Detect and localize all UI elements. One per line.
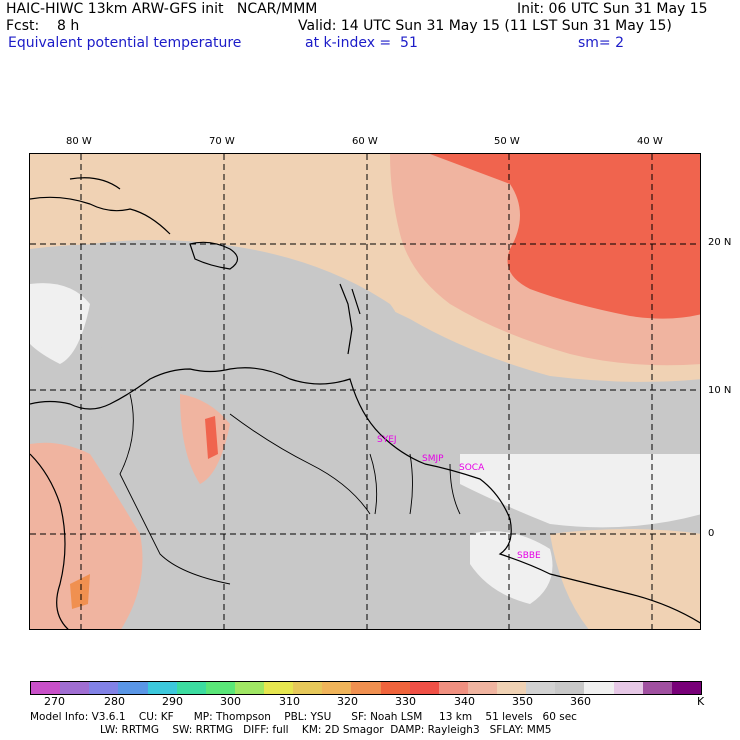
- colorbar-swatch: [351, 682, 381, 694]
- field-red-andes: [205, 416, 218, 459]
- colorbar-swatch: [438, 682, 468, 694]
- colorbar-swatch: [176, 682, 206, 694]
- colorbar-swatch: [555, 682, 585, 694]
- coastlines: [30, 177, 700, 629]
- lon-tick-80w: 80 W: [66, 136, 92, 147]
- coast-lesser-antilles: [339, 283, 361, 355]
- map-canvas: SYEJ SMJP SOCA SBBE: [30, 154, 700, 629]
- coast-pacific: [30, 453, 69, 629]
- lon-tick-70w: 70 W: [209, 136, 235, 147]
- colorbar-swatch: [293, 682, 323, 694]
- colorbar-label-270: 270: [44, 695, 65, 708]
- colorbar-swatch: [322, 682, 352, 694]
- colorbar-swatch: [264, 682, 294, 694]
- lat-tick-0: 0: [708, 528, 715, 539]
- colorbar-swatch: [89, 682, 119, 694]
- country-borders: [119, 393, 461, 585]
- colorbar-label-340: 340: [454, 695, 475, 708]
- field-light-amazon: [470, 531, 553, 604]
- colorbar-label-310: 310: [279, 695, 300, 708]
- valid-time: Valid: 14 UTC Sun 31 May 15 (11 LST Sun …: [298, 18, 672, 34]
- model-info-line2: LW: RRTMG SW: RRTMG DIFF: full KM: 2D Sm…: [100, 724, 552, 736]
- border-colombia: [119, 393, 231, 585]
- field-light-atlantic: [460, 454, 700, 528]
- colorbar-swatch: [409, 682, 439, 694]
- model-info-line1: Model Info: V3.6.1 CU: KF MP: Thompson P…: [30, 711, 577, 723]
- coast-south-america-north: [30, 367, 700, 624]
- colorbar-swatch: [526, 682, 556, 694]
- colorbar-swatch: [380, 682, 410, 694]
- lat-tick-10n: 10 N: [708, 385, 732, 396]
- field-light-west: [30, 283, 90, 364]
- colorbar-label-350: 350: [512, 695, 533, 708]
- station-syej: SYEJ: [377, 435, 397, 445]
- colorbar-swatch: [497, 682, 527, 694]
- colorbar-label-360: 360: [570, 695, 591, 708]
- model-title: HAIC-HIWC 13km ARW-GFS init NCAR/MMM: [6, 1, 318, 17]
- colorbar-swatch: [205, 682, 235, 694]
- colorbar-swatch: [671, 682, 701, 694]
- colorbar-label-330: 330: [395, 695, 416, 708]
- colorbar-swatch: [234, 682, 264, 694]
- colorbar-label-unit: K: [697, 695, 705, 708]
- colorbar-swatch: [642, 682, 672, 694]
- station-sbbe: SBBE: [517, 551, 541, 561]
- colorbar-swatch: [60, 682, 90, 694]
- coast-hispaniola: [189, 241, 239, 270]
- colorbar-label-300: 300: [220, 695, 241, 708]
- colorbar-swatch: [31, 682, 61, 694]
- init-time: Init: 06 UTC Sun 31 May 15: [517, 1, 708, 17]
- field-name: Equivalent potential temperature: [8, 35, 242, 51]
- colorbar-swatch: [613, 682, 643, 694]
- colorbar-label-280: 280: [104, 695, 125, 708]
- lon-tick-40w: 40 W: [637, 136, 663, 147]
- border-guianas: [369, 453, 461, 515]
- colorbar-swatch: [147, 682, 177, 694]
- colorbar-label-290: 290: [162, 695, 183, 708]
- forecast-hour: Fcst: 8 h: [6, 18, 80, 34]
- colorbar-swatch: [118, 682, 148, 694]
- border-venezuela: [229, 413, 371, 515]
- smoothing: sm= 2: [578, 35, 625, 51]
- lon-tick-50w: 50 W: [494, 136, 520, 147]
- field-red: [430, 154, 700, 319]
- theta-e-map: SYEJ SMJP SOCA SBBE: [29, 153, 701, 630]
- coast-cuba: [30, 177, 171, 235]
- field-salmon-venezuela: [180, 394, 230, 484]
- station-smjp: SMJP: [422, 454, 444, 464]
- field-orange-peru: [70, 574, 90, 609]
- colorbar-swatch: [584, 682, 614, 694]
- k-index: at k-index = 51: [305, 35, 418, 51]
- field-gray-caribbean: [90, 240, 400, 369]
- colorbar: [30, 681, 702, 695]
- field-salmon-andes: [30, 442, 143, 629]
- lon-tick-60w: 60 W: [352, 136, 378, 147]
- colorbar-label-320: 320: [337, 695, 358, 708]
- station-soca: SOCA: [459, 463, 485, 473]
- lat-tick-20n: 20 N: [708, 237, 732, 248]
- colorbar-swatch: [467, 682, 497, 694]
- lat-lon-grid: [30, 154, 700, 629]
